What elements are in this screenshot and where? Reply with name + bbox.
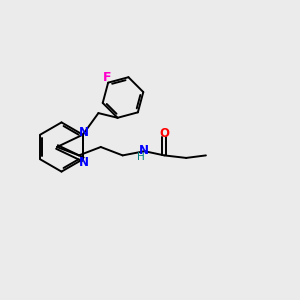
- Text: N: N: [139, 143, 149, 157]
- Text: O: O: [159, 127, 169, 140]
- Text: F: F: [102, 71, 111, 84]
- Text: N: N: [79, 126, 89, 139]
- Text: H: H: [137, 152, 145, 162]
- Text: N: N: [79, 156, 89, 169]
